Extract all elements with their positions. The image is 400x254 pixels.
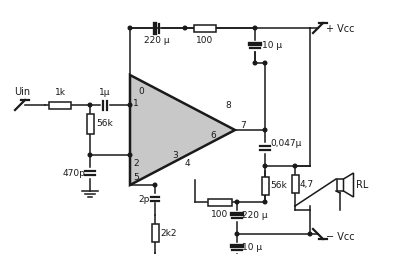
Circle shape — [253, 26, 257, 30]
Text: 4,7: 4,7 — [300, 180, 314, 188]
Circle shape — [253, 61, 257, 65]
Bar — [208, 198, 232, 205]
Text: − Vcc: − Vcc — [326, 232, 355, 242]
Text: 4: 4 — [185, 158, 191, 167]
Text: RL: RL — [356, 180, 368, 190]
Text: 2k2: 2k2 — [160, 229, 176, 237]
Circle shape — [128, 26, 132, 30]
Text: 1: 1 — [133, 99, 139, 107]
Text: 220 μ: 220 μ — [144, 36, 170, 45]
Text: 1k: 1k — [54, 88, 66, 97]
Text: 56k: 56k — [96, 119, 113, 128]
Text: 10 μ: 10 μ — [242, 244, 262, 252]
Circle shape — [88, 103, 92, 107]
Polygon shape — [344, 173, 354, 197]
Bar — [152, 224, 158, 242]
Circle shape — [263, 164, 267, 168]
Circle shape — [183, 26, 187, 30]
Text: 6: 6 — [210, 131, 216, 139]
Text: 2: 2 — [133, 158, 139, 167]
Bar — [49, 102, 71, 108]
Bar — [336, 179, 344, 191]
Circle shape — [263, 128, 267, 132]
Circle shape — [263, 200, 267, 204]
Text: 1μ: 1μ — [99, 88, 111, 97]
Text: 0,047μ: 0,047μ — [270, 139, 301, 149]
Text: 3: 3 — [172, 151, 178, 160]
Circle shape — [153, 183, 157, 187]
Bar — [292, 175, 298, 193]
Text: 8: 8 — [225, 101, 231, 109]
Text: 56k: 56k — [270, 182, 287, 190]
Circle shape — [88, 153, 92, 157]
Text: 2p: 2p — [139, 195, 150, 203]
Text: 10 μ: 10 μ — [262, 41, 282, 51]
Text: + Vcc: + Vcc — [326, 24, 354, 34]
Circle shape — [128, 103, 132, 107]
Text: 7: 7 — [240, 120, 246, 130]
Text: 100: 100 — [196, 36, 214, 45]
Circle shape — [235, 200, 239, 204]
Text: 220 μ: 220 μ — [242, 212, 268, 220]
Text: Uin: Uin — [14, 87, 30, 97]
Circle shape — [128, 153, 132, 157]
Bar — [86, 114, 94, 134]
Bar — [194, 24, 216, 31]
Text: 100: 100 — [211, 210, 229, 219]
Circle shape — [235, 232, 239, 236]
Text: 5: 5 — [133, 172, 139, 182]
Circle shape — [293, 164, 297, 168]
Polygon shape — [130, 75, 235, 185]
Bar — [262, 177, 268, 195]
Circle shape — [263, 61, 267, 65]
Circle shape — [308, 232, 312, 236]
Text: 0: 0 — [138, 87, 144, 96]
Text: 470p: 470p — [62, 168, 85, 178]
